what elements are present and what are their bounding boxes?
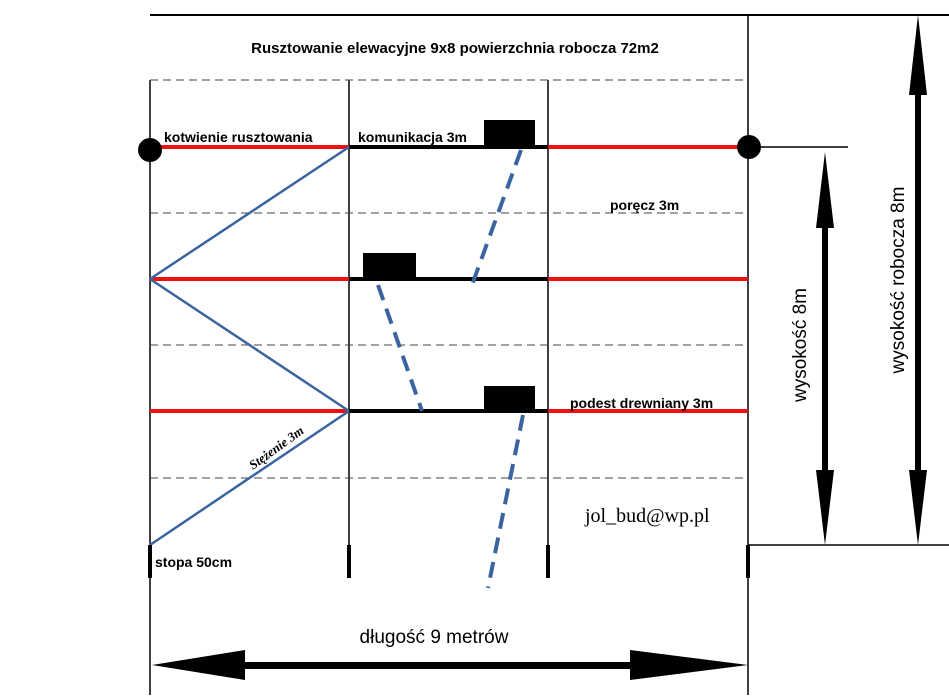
foot-label: stopa 50cm <box>155 554 232 570</box>
hatch-block <box>363 253 416 279</box>
brace <box>149 409 350 547</box>
ladder <box>376 284 424 412</box>
base-feet <box>148 545 750 578</box>
hatch-block <box>484 120 535 147</box>
email-label: jol_bud@wp.pl <box>584 505 710 527</box>
communication-label: komunikacja 3m <box>358 129 467 145</box>
height-label: wysokość 8m <box>790 288 811 403</box>
level-lines <box>150 79 748 479</box>
platform-label: podest drewniany 3m <box>570 395 713 411</box>
brace <box>149 277 350 413</box>
ladder <box>486 414 525 589</box>
anchor-point <box>138 138 162 162</box>
bracing <box>149 145 350 547</box>
diagram-title: Rusztowanie elewacyjne 9x8 powierzchnia … <box>251 40 659 57</box>
brace <box>149 145 350 281</box>
hatch-block <box>484 386 535 411</box>
anchoring-label: kotwienie rusztowania <box>164 129 313 145</box>
working-height-label: wysokość robocza 8m <box>888 187 909 375</box>
length-label: długość 9 metrów <box>360 627 509 648</box>
ladder <box>470 149 523 286</box>
anchor-point <box>737 135 761 159</box>
working-height-arrow <box>909 15 927 545</box>
length-arrow <box>152 650 748 680</box>
bracing-label: Stężenie 3m <box>246 423 307 473</box>
ladders <box>376 149 525 589</box>
height-arrow <box>816 152 834 545</box>
railing-label: poręcz 3m <box>610 197 679 213</box>
